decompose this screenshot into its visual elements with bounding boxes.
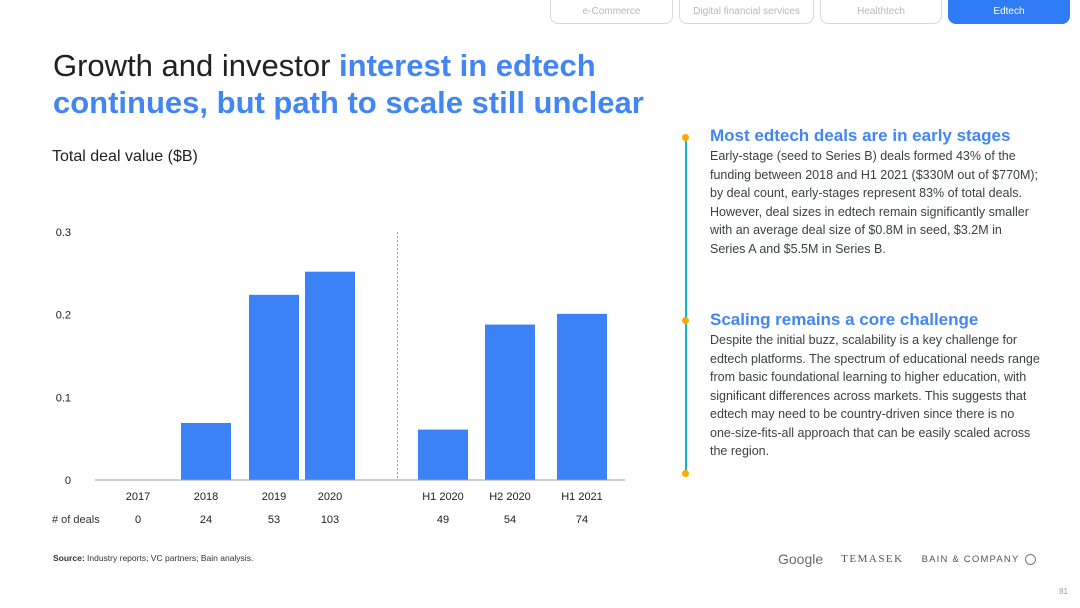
tab-healthtech[interactable]: Healthtech — [820, 0, 942, 24]
bain-logo: BAIN & COMPANY — [921, 553, 1036, 565]
insight-scaling: Scaling remains a core challenge Despite… — [710, 309, 1040, 461]
deal-count: 24 — [200, 514, 212, 526]
google-logo: Google — [778, 551, 824, 567]
deal-count: 53 — [268, 514, 280, 526]
y-tick-label: 0 — [65, 475, 71, 487]
bar-2019 — [249, 294, 299, 480]
timeline-line — [685, 137, 687, 474]
bar-2020 — [305, 271, 355, 480]
source-text: Industry reports; VC partners; Bain anal… — [84, 553, 254, 563]
bain-logo-text: BAIN & COMPANY — [921, 553, 1020, 565]
page-number: 81 — [1059, 587, 1068, 596]
bar-chart: 0 0.1 0.2 0.3 2017 2018 2019 2020 H1 2020 H2 2020… — [52, 227, 625, 526]
bar-h1-2020 — [418, 429, 468, 480]
x-tick-label: H1 2020 — [422, 491, 464, 503]
title-highlight-1: interest in edtech — [339, 48, 596, 83]
y-tick-label: 0.3 — [56, 227, 71, 239]
tab-digital-financial-services[interactable]: Digital financial services — [679, 0, 814, 24]
bain-mark-icon — [1024, 553, 1036, 565]
title-highlight-2: continues, but path to scale still uncle… — [53, 85, 644, 120]
x-tick-label: H2 2020 — [489, 491, 531, 503]
deals-row-label: # of deals — [52, 514, 100, 526]
insight-body: Despite the initial buzz, scalability is… — [710, 333, 1040, 458]
insight-heading: Scaling remains a core challenge — [710, 310, 979, 329]
bar-2018 — [181, 422, 231, 480]
deal-count: 0 — [135, 514, 141, 526]
timeline-dot-3 — [682, 470, 689, 477]
tab-ecommerce[interactable]: e-Commerce — [550, 0, 673, 24]
deal-count: 103 — [321, 514, 339, 526]
source-label: Source: — [53, 553, 85, 563]
x-tick-label: 2020 — [318, 491, 342, 503]
x-tick-label: 2018 — [194, 491, 218, 503]
y-tick-label: 0.2 — [56, 310, 71, 322]
timeline-dot-2 — [682, 317, 689, 324]
x-tick-label: H1 2021 — [561, 491, 603, 503]
page-title: Growth and investor interest in edtech c… — [53, 47, 644, 121]
chart-title: Total deal value ($B) — [52, 148, 198, 165]
title-part-1: Growth and investor — [53, 48, 340, 83]
insight-body: Early-stage (seed to Series B) deals for… — [710, 149, 1039, 256]
tab-edtech[interactable]: Edtech — [948, 0, 1070, 24]
bar-h2-2020 — [485, 324, 535, 480]
x-tick-label: 2017 — [126, 491, 150, 503]
x-tick-label: 2019 — [262, 491, 286, 503]
partner-logos: Google TEMASEK BAIN & COMPANY — [778, 551, 1036, 567]
deal-count: 49 — [437, 514, 449, 526]
section-tabs: e-Commerce Digital financial services He… — [550, 0, 1070, 24]
insight-heading: Most edtech deals are in early stages — [710, 126, 1011, 145]
y-tick-label: 0.1 — [56, 392, 71, 404]
source-note: Source: Industry reports; VC partners; B… — [53, 553, 253, 563]
bar-h1-2021 — [557, 313, 607, 480]
insight-early-stages: Most edtech deals are in early stages Ea… — [710, 125, 1040, 258]
deal-count: 74 — [576, 514, 588, 526]
deal-count: 54 — [504, 514, 516, 526]
timeline-dot-1 — [682, 134, 689, 141]
temasek-logo: TEMASEK — [841, 553, 904, 565]
